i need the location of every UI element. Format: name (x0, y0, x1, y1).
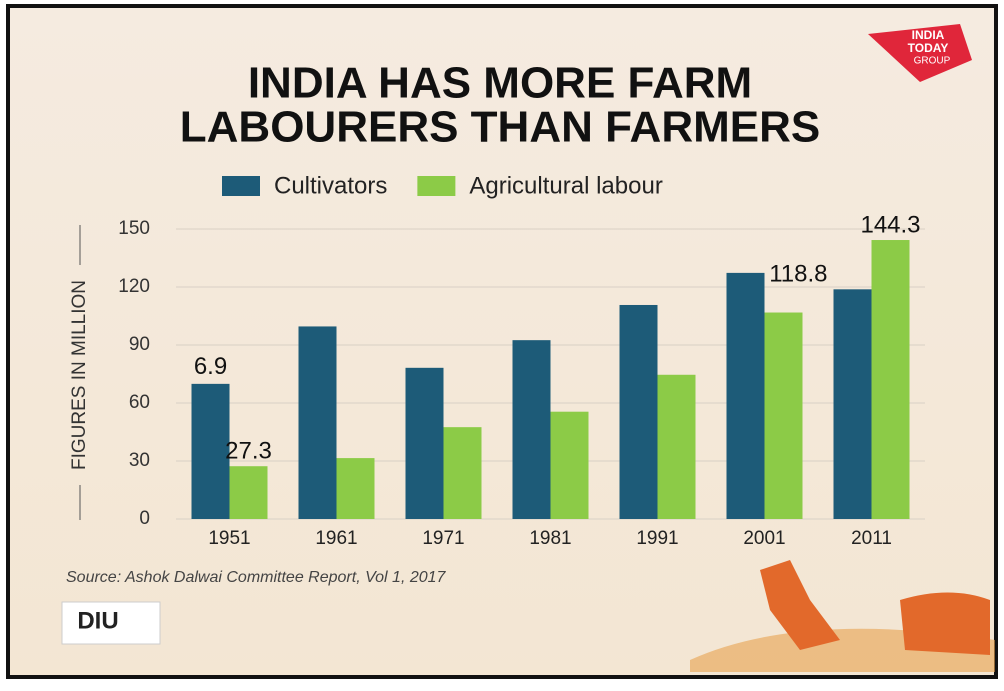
badge-box (61, 601, 161, 645)
x-tick-label: 1951 (208, 528, 250, 549)
chart-title: LABOURERS THAN FARMERS (180, 103, 820, 152)
data-label: 144.3 (860, 211, 920, 238)
y-tick-label: 150 (118, 218, 150, 239)
bar (657, 374, 696, 519)
y-tick-label: 0 (139, 508, 150, 529)
data-label: 27.3 (225, 438, 272, 465)
x-tick-label: 2001 (743, 528, 785, 549)
y-tick-label: 90 (129, 334, 150, 355)
bar (443, 427, 482, 519)
bar (336, 458, 375, 519)
x-tick-label: 1991 (636, 528, 678, 549)
legend-label: Cultivators (274, 172, 387, 199)
x-tick-label: 2011 (851, 528, 892, 549)
bar (229, 466, 268, 519)
bar (726, 272, 765, 519)
bar (298, 326, 337, 519)
source: Source: Ashok Dalwai Committee Report, V… (66, 569, 447, 586)
legend-swatch (417, 176, 456, 196)
data-label: 118.8 (769, 261, 827, 288)
bar (191, 383, 230, 519)
legend-label: Agricultural labour (469, 172, 662, 199)
bar (871, 240, 910, 519)
y-tick-label: 30 (129, 450, 150, 471)
x-tick-label: 1971 (422, 528, 464, 549)
logo-text: INDIA (912, 28, 945, 42)
chart-title: INDIA HAS MORE FARM (248, 59, 752, 108)
logo-shape (868, 24, 972, 82)
y-axis-label: FIGURES IN MILLION (69, 280, 90, 470)
panel (6, 4, 998, 679)
bar (619, 304, 658, 519)
badge: DIU (77, 607, 118, 634)
legend-swatch (222, 176, 260, 196)
x-tick-label: 1961 (315, 528, 357, 549)
x-tick-label: 1981 (529, 528, 571, 549)
y-tick-label: 120 (118, 276, 150, 297)
bar (405, 367, 444, 519)
logo-text: GROUP (914, 56, 951, 67)
decoration (760, 560, 840, 650)
bar (833, 289, 872, 519)
y-tick-label: 60 (129, 392, 150, 413)
bar (512, 340, 551, 519)
decoration (900, 592, 990, 655)
logo-text: TODAY (908, 41, 949, 55)
bar (550, 411, 589, 519)
annotation: 6.9 (194, 353, 227, 380)
bar (764, 312, 803, 519)
